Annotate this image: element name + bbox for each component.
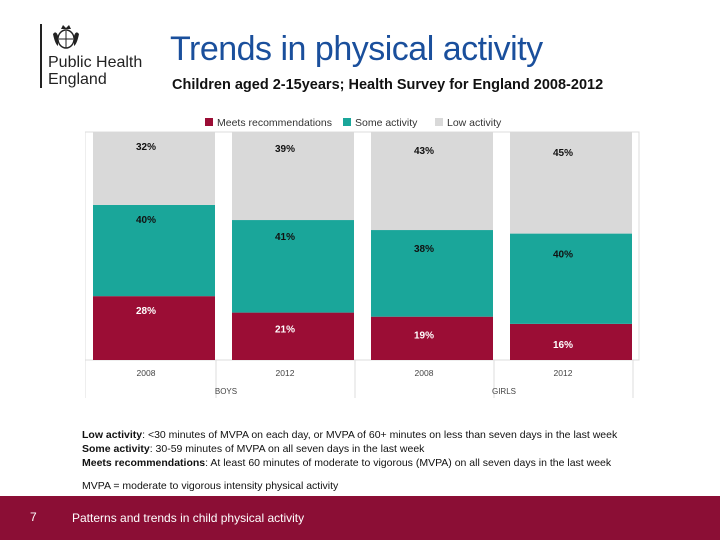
bar-segment-2-3	[510, 132, 632, 234]
data-label-1-0: 40%	[136, 215, 156, 226]
footer-bar: 7 Patterns and trends in child physical …	[0, 496, 720, 540]
note-some-term: Some activity	[82, 443, 150, 455]
page-number: 7	[30, 510, 37, 524]
legend-swatch-0	[205, 118, 213, 126]
bar-segment-1-3	[510, 233, 632, 324]
x-tick-label-0: 2008	[137, 368, 156, 378]
data-label-0-0: 28%	[136, 306, 156, 317]
definitions-notes: Low activity: <30 minutes of MVPA on eac…	[82, 428, 682, 470]
data-label-1-2: 38%	[414, 244, 434, 255]
x-tick-label-2: 2008	[415, 368, 434, 378]
data-label-2-2: 43%	[414, 146, 434, 157]
note-some-activity: Some activity: 30-59 minutes of MVPA on …	[82, 442, 682, 456]
x-tick-label-3: 2012	[554, 368, 573, 378]
data-label-0-2: 19%	[414, 331, 434, 342]
data-label-2-3: 45%	[553, 148, 573, 159]
mvpa-definition: MVPA = moderate to vigorous intensity ph…	[82, 480, 339, 492]
note-meets-text: : At least 60 minutes of moderate to vig…	[205, 457, 612, 469]
logo-text-line1: Public Health	[48, 54, 143, 71]
note-low-activity: Low activity: <30 minutes of MVPA on eac…	[82, 428, 682, 442]
bar-segment-2-0	[93, 132, 215, 205]
bar-segment-1-1	[232, 220, 354, 313]
note-meets-recommendations: Meets recommendations: At least 60 minut…	[82, 456, 682, 470]
data-label-1-3: 40%	[553, 250, 573, 261]
data-label-1-1: 41%	[275, 232, 295, 243]
bar-segment-0-0	[93, 296, 215, 360]
footer-text: Patterns and trends in child physical ac…	[72, 511, 305, 525]
x-tick-label-1: 2012	[276, 368, 295, 378]
bar-segment-0-3	[510, 323, 632, 360]
legend-swatch-2	[435, 118, 443, 126]
page-subtitle: Children aged 2-15years; Health Survey f…	[172, 77, 604, 93]
legend-label-2: Low activity	[447, 117, 502, 129]
data-label-2-1: 39%	[275, 144, 295, 155]
page-title: Trends in physical activity	[170, 30, 543, 68]
bar-segment-2-2	[371, 132, 493, 231]
logo-divider	[40, 24, 42, 88]
group-label-1: GIRLS	[492, 387, 516, 396]
group-label-0: BOYS	[215, 387, 237, 396]
bar-segment-1-2	[371, 230, 493, 317]
stacked-bar-chart: Meets recommendations Some activity Low ac…	[85, 117, 640, 398]
bar-segment-0-2	[371, 316, 493, 360]
legend-label-0: Meets recommendations	[217, 117, 332, 129]
bar-segment-0-1	[232, 312, 354, 360]
legend-swatch-1	[343, 118, 351, 126]
bar-segment-1-0	[93, 204, 215, 297]
legend-label-1: Some activity	[355, 117, 418, 129]
royal-crest-icon	[53, 25, 79, 49]
logo-text-line2: England	[48, 71, 107, 88]
bar-segment-2-1	[232, 132, 354, 221]
data-label-0-1: 21%	[275, 325, 295, 336]
note-meets-term: Meets recommendations	[82, 457, 206, 469]
data-label-2-0: 32%	[136, 142, 156, 153]
note-some-text: : 30-59 minutes of MVPA on all seven day…	[149, 443, 425, 455]
data-label-0-3: 16%	[553, 340, 573, 351]
note-low-text: : <30 minutes of MVPA on each day, or MV…	[142, 429, 618, 441]
note-low-term: Low activity	[82, 429, 143, 441]
